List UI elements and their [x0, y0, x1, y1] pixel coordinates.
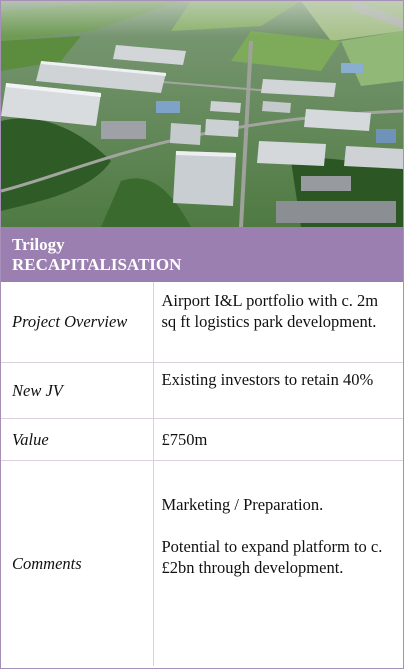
row-label: Comments — [1, 460, 154, 666]
project-name: Trilogy — [12, 235, 65, 254]
value-text: Marketing / Preparation. — [161, 494, 324, 514]
row-value: Marketing / Preparation. Potential to ex… — [153, 460, 403, 666]
row-label: Value — [1, 418, 154, 461]
value-text: Airport I&L portfolio with c. 2m sq ft l… — [161, 291, 379, 331]
project-title-bar: Trilogy RECAPITALISATION — [1, 227, 403, 282]
project-type: RECAPITALISATION — [12, 255, 182, 274]
row-value: £750m — [153, 418, 403, 461]
row-label: Project Overview — [1, 282, 154, 363]
row-label: New JV — [1, 362, 154, 419]
value-text: Existing investors to retain 40% — [161, 369, 374, 389]
table-row: Value £750m — [1, 418, 403, 461]
project-details-table: Project Overview Airport I&L portfolio w… — [1, 282, 403, 666]
row-value: Existing investors to retain 40% — [153, 362, 403, 419]
aerial-logistics-park-photo — [1, 1, 403, 227]
value-text: Potential to expand platform to c. £2bn … — [161, 536, 383, 577]
value-text: £750m — [161, 429, 208, 449]
table-row: New JV Existing investors to retain 40% — [1, 362, 403, 419]
table-row: Comments Marketing / Preparation. Potent… — [1, 460, 403, 666]
table-row: Project Overview Airport I&L portfolio w… — [1, 282, 403, 363]
row-value: Airport I&L portfolio with c. 2m sq ft l… — [153, 282, 403, 363]
